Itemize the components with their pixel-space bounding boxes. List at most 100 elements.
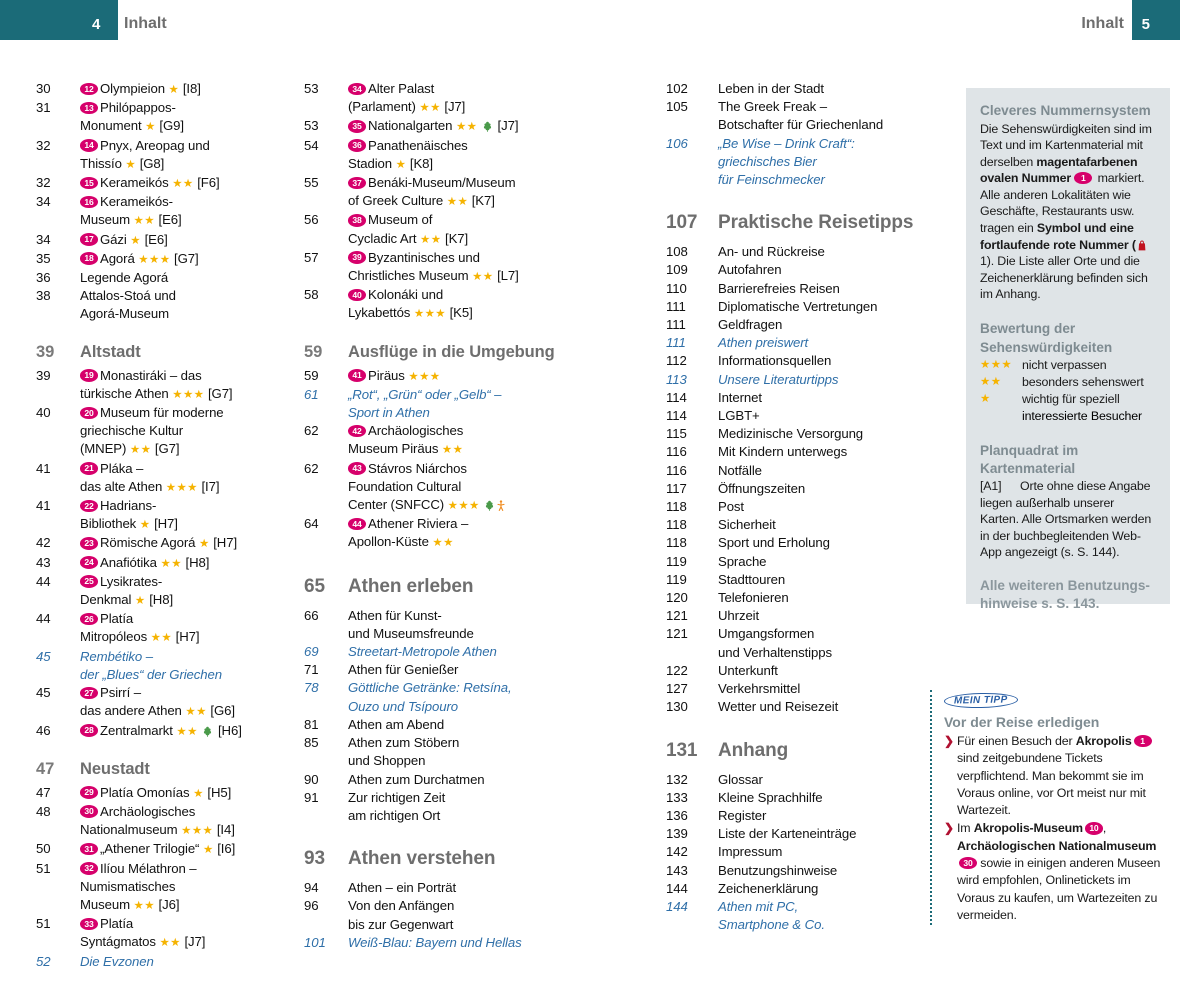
toc-entry[interactable]: 47 29 Platía Omonías ★ [H5] — [36, 784, 304, 803]
toc-entry[interactable]: 114 Internet — [666, 389, 956, 407]
toc-entry[interactable]: 127 Verkehrsmittel — [666, 680, 956, 698]
toc-entry[interactable]: 121 Umgangsformen und Verhaltenstipps — [666, 625, 956, 661]
toc-entry[interactable]: 64 44 Athener Riviera – Apollon-Küste ★★ — [304, 515, 590, 552]
toc-feature-entry[interactable]: 52 Die Evzonen — [36, 953, 304, 971]
toc-entry[interactable]: 120 Telefonieren — [666, 589, 956, 607]
toc-feature-entry[interactable]: 111 Athen preiswert — [666, 334, 956, 352]
toc-entry[interactable]: 111 Geldfragen — [666, 316, 956, 334]
toc-entry[interactable]: 42 23 Römische Agorá ★ [H7] — [36, 534, 304, 553]
toc-entry[interactable]: 139 Liste der Karteneinträge — [666, 825, 956, 843]
toc-entry[interactable]: 144 Zeichenerklärung — [666, 880, 956, 898]
toc-entry[interactable]: 43 24 Anafiótika ★★ [H8] — [36, 554, 304, 573]
toc-entry[interactable]: 114 LGBT+ — [666, 407, 956, 425]
map-grid-reference: [I6] — [217, 841, 236, 857]
toc-entry[interactable]: 66 Athen für Kunst-und Museumsfreunde — [304, 607, 590, 643]
toc-entry[interactable]: 85 Athen zum Stöbern und Shoppen — [304, 734, 590, 770]
toc-entry[interactable]: 44 25 Lysikrates- Denkmal ★ [H8] — [36, 573, 304, 610]
toc-entry[interactable]: 53 34 Alter Palast (Parlament) ★★ [J7] — [304, 80, 590, 117]
toc-entry[interactable]: 59 41 Piräus ★★★ — [304, 367, 590, 386]
toc-entry[interactable]: 31 13 Philópappos- Monument ★ [G9] — [36, 99, 304, 136]
toc-entry[interactable]: 32 15 Kerameikós ★★ [F6] — [36, 174, 304, 193]
toc-entry[interactable]: 51 32 Ilíou Mélathron – Numismatisches Museu… — [36, 860, 304, 916]
toc-entry[interactable]: 71 Athen für Genießer — [304, 661, 590, 679]
toc-entry[interactable]: 56 38 Museum of Cycladic Art ★★ [K7] — [304, 211, 590, 248]
toc-entry[interactable]: 57 39 Byzantinisches und Christliches Museu… — [304, 249, 590, 286]
toc-entry[interactable]: 111 Diplomatische Vertretungen — [666, 298, 956, 316]
toc-feature-entry[interactable]: 144 Athen mit PC, Smartphone & Co. — [666, 898, 956, 934]
toc-entry[interactable]: 41 21 Pláka – das alte Athen ★★★ [I7] — [36, 460, 304, 497]
toc-entry[interactable]: 30 12 Olympieion ★ [I8] — [36, 80, 304, 99]
toc-entry[interactable]: 112 Informationsquellen — [666, 352, 956, 370]
toc-entry-text: Benutzungshinweise — [718, 862, 838, 878]
toc-entry[interactable]: 115 Medizinische Versorgung — [666, 425, 956, 443]
header-left-accent-block — [0, 0, 118, 40]
toc-feature-entry[interactable]: 101 Weiß-Blau: Bayern und Hellas — [304, 934, 590, 952]
toc-entry[interactable]: 44 26 Platía Mitropóleos ★★ [H7] — [36, 610, 304, 647]
toc-entry[interactable]: 94 Athen – ein Porträt — [304, 879, 590, 897]
toc-section-heading[interactable]: 47 Neustadt — [36, 758, 304, 780]
toc-entry[interactable]: 119 Sprache — [666, 553, 956, 571]
toc-entry[interactable]: 110 Barrierefreies Reisen — [666, 280, 956, 298]
toc-part-heading[interactable]: 107 Praktische Reisetipps — [666, 211, 956, 235]
toc-entry[interactable]: 96 Von den Anfängen bis zur Gegenwart — [304, 897, 590, 933]
toc-entry[interactable]: 53 35 Nationalgarten ★★ [J7] — [304, 117, 590, 136]
toc-entry[interactable]: 46 28 Zentralmarkt ★★ [H6] — [36, 722, 304, 741]
toc-entry[interactable]: 117 Öffnungszeiten — [666, 480, 956, 498]
toc-section-heading[interactable]: 39 Altstadt — [36, 341, 304, 363]
toc-entry[interactable]: 116 Notfälle — [666, 462, 956, 480]
toc-part-heading[interactable]: 65 Athen erleben — [304, 575, 590, 599]
toc-entry[interactable]: 102 Leben in der Stadt — [666, 80, 956, 98]
toc-entry[interactable]: 121 Uhrzeit — [666, 607, 956, 625]
toc-entry[interactable]: 119 Stadttouren — [666, 571, 956, 589]
toc-entry[interactable]: 55 37 Benáki-Museum/Museum of Greek Culture… — [304, 174, 590, 211]
toc-entry[interactable]: 118 Sicherheit — [666, 516, 956, 534]
toc-entry[interactable]: 130 Wetter und Reisezeit — [666, 698, 956, 716]
toc-entry[interactable]: 62 42 Archäologisches Museum Piräus ★★ — [304, 422, 590, 459]
toc-entry[interactable]: 38 Attalos-Stoá und Agorá-Museum — [36, 287, 304, 323]
toc-entry[interactable]: 132 Glossar — [666, 771, 956, 789]
toc-entry[interactable]: 116 Mit Kindern unterwegs — [666, 443, 956, 461]
toc-feature-entry[interactable]: 78 Göttliche Getränke: Retsína, Ouzo und T… — [304, 679, 590, 715]
toc-entry[interactable]: 40 20 Museum für moderne griechische Kultur… — [36, 404, 304, 460]
toc-feature-entry[interactable]: 61 „Rot“, „Grün“ oder „Gelb“ – Sport in At… — [304, 386, 590, 422]
toc-entry[interactable]: 62 43 Stávros Niárchos Foundation Cultural C… — [304, 460, 590, 516]
toc-feature-entry[interactable]: 113 Unsere Literaturtipps — [666, 371, 956, 389]
toc-entry[interactable]: 36 Legende Agorá — [36, 269, 304, 287]
toc-entry[interactable]: 90 Athen zum Durchatmen — [304, 771, 590, 789]
toc-entry[interactable]: 51 33 Platía Syntágmatos ★★ [J7] — [36, 915, 304, 952]
toc-entry[interactable]: 91 Zur richtigen Zeit am richtigen Ort — [304, 789, 590, 825]
toc-entry[interactable]: 39 19 Monastiráki – das türkische Athen ★★★… — [36, 367, 304, 404]
toc-entry[interactable]: 35 18 Agorá ★★★ [G7] — [36, 250, 304, 269]
toc-entry[interactable]: 50 31 „Athener Trilogie“ ★ [I6] — [36, 840, 304, 859]
toc-entry[interactable]: 118 Sport und Erholung — [666, 534, 956, 552]
header-right-accent-block — [1132, 0, 1180, 40]
toc-page-number: 144 — [666, 880, 688, 896]
toc-part-heading[interactable]: 131 Anhang — [666, 739, 956, 763]
toc-entry[interactable]: 58 40 Kolonáki und Lykabettós ★★★ [K5] — [304, 286, 590, 323]
toc-entry[interactable]: 109 Autofahren — [666, 261, 956, 279]
toc-feature-entry[interactable]: 106 „Be Wise – Drink Craft“: griechisches … — [666, 135, 956, 190]
toc-entry[interactable]: 48 30 Archäologisches Nationalmuseum ★★★ [I… — [36, 803, 304, 840]
toc-entry[interactable]: 108 An- und Rückreise — [666, 243, 956, 261]
map-square-value: Orte ohne diese Angabe — [1020, 479, 1151, 494]
toc-entry[interactable]: 45 27 Psirrí – das andere Athen ★★ [G6] — [36, 684, 304, 721]
toc-entry[interactable]: 54 36 Panathenäisches Stadion ★ [K8] — [304, 137, 590, 174]
toc-entry[interactable]: 142 Impressum — [666, 843, 956, 861]
toc-entry-text: 32 Ilíou Mélathron – Numismatisches Museum … — [80, 860, 197, 912]
toc-entry[interactable]: 136 Register — [666, 807, 956, 825]
toc-feature-entry[interactable]: 69 Streetart-Metropole Athen — [304, 643, 590, 661]
toc-feature-entry[interactable]: 45 Rembétiko – der „Blues“ der Griechen — [36, 648, 304, 684]
toc-section-heading[interactable]: 59 Ausflüge in die Umgebung — [304, 341, 590, 363]
toc-entry[interactable]: 41 22 Hadrians- Bibliothek ★ [H7] — [36, 497, 304, 534]
toc-entry[interactable]: 105 The Greek Freak – Botschafter für Grie… — [666, 98, 956, 134]
toc-entry[interactable]: 143 Benutzungshinweise — [666, 862, 956, 880]
toc-entry[interactable]: 34 17 Gázi ★ [E6] — [36, 231, 304, 250]
toc-entry[interactable]: 34 16 Kerameikós- Museum ★★ [E6] — [36, 193, 304, 230]
toc-entry[interactable]: 118 Post — [666, 498, 956, 516]
toc-entry[interactable]: 133 Kleine Sprachhilfe — [666, 789, 956, 807]
toc-entry[interactable]: 32 14 Pnyx, Areopag und Thissío ★ [G8] — [36, 137, 304, 174]
toc-entry[interactable]: 122 Unterkunft — [666, 662, 956, 680]
toc-part-heading[interactable]: 93 Athen verstehen — [304, 847, 590, 871]
map-grid-reference: [H7] — [154, 516, 178, 532]
toc-entry[interactable]: 81 Athen am Abend — [304, 716, 590, 734]
